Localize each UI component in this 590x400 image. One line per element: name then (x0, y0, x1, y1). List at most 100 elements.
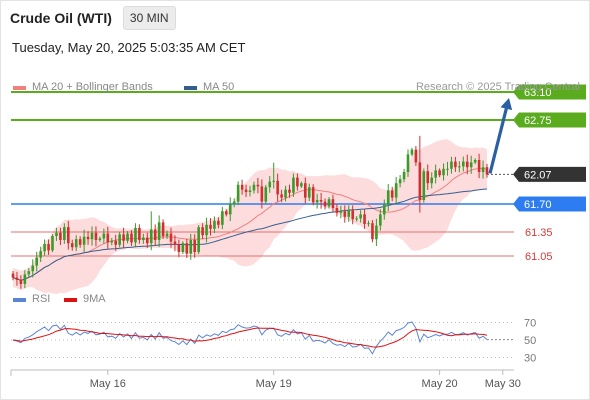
candle-107 (434, 164, 437, 184)
ma20-line (12, 167, 488, 282)
candle-21 (94, 226, 98, 247)
candle-body (264, 187, 268, 202)
candle-40 (169, 227, 173, 248)
candle-72 (296, 173, 299, 191)
candle-95 (386, 184, 390, 212)
candle-93 (379, 209, 382, 231)
candle-64 (264, 184, 268, 204)
candle-body (252, 184, 256, 191)
candle-body (248, 190, 252, 192)
candle-body (138, 228, 141, 240)
candle-65 (268, 176, 272, 193)
candle-body (232, 201, 236, 204)
candle-88 (359, 210, 362, 223)
candle-body (169, 233, 173, 242)
level-tag-62.07 (513, 166, 586, 182)
candle-body (23, 274, 27, 284)
candle-body (153, 229, 157, 240)
level-tag-61.70 (513, 196, 586, 212)
candle-body (142, 237, 145, 240)
candle-112 (454, 156, 457, 172)
x-tick-label-may-19: May 19 (256, 378, 292, 390)
candle-body (236, 184, 240, 202)
candle-12 (59, 227, 62, 246)
candle-body (418, 162, 422, 200)
candle-60 (248, 185, 252, 197)
candle-body (363, 214, 366, 224)
timestamp: Tuesday, May 20, 2025 5:03:35 AM CET (12, 40, 246, 55)
candle-5 (31, 259, 35, 278)
candle-109 (442, 163, 445, 181)
candle-body (323, 201, 327, 207)
candle-66 (272, 162, 275, 189)
candle-body (256, 184, 260, 187)
candle-104 (422, 168, 426, 203)
candle-body (244, 189, 248, 192)
candle-24 (106, 226, 110, 250)
candle-body (134, 228, 137, 243)
candle-6 (35, 251, 38, 272)
candle-body (126, 233, 129, 241)
candle-36 (153, 224, 157, 246)
x-tick-label-may-16: May 16 (90, 378, 126, 390)
candle-body (157, 222, 161, 240)
candle-body (343, 211, 347, 217)
candle-61 (252, 181, 256, 194)
candle-body (319, 200, 323, 202)
candle-53 (221, 206, 224, 230)
candle-55 (228, 197, 232, 222)
moving-averages (12, 167, 488, 282)
candle-body (284, 189, 287, 198)
candle-41 (173, 235, 177, 252)
candle-79 (323, 198, 327, 210)
candle-85 (347, 205, 351, 222)
candle-body (102, 233, 106, 239)
candle-body (63, 227, 66, 240)
candle-body (390, 190, 394, 198)
rsi-tick-70: 70 (524, 318, 536, 330)
candle-body (272, 180, 275, 182)
forecast-arrow-head (500, 98, 513, 111)
candle-46 (193, 234, 196, 258)
interval-badge[interactable]: 30 MIN (122, 6, 176, 30)
candle-89 (363, 209, 366, 229)
candle-20 (90, 226, 94, 246)
copyright-text: Research © 2025 Trading Central (416, 81, 580, 93)
candle-73 (300, 181, 303, 189)
candle-body (193, 240, 196, 252)
candle-body (367, 223, 370, 225)
candle-body (94, 232, 98, 240)
legend: MA 20 + Bollinger Bands MA 50 Research © 2… (13, 81, 580, 305)
level-tag-63.10 (513, 84, 586, 100)
candle-57 (236, 181, 240, 206)
candle-body (74, 239, 78, 248)
candle-68 (280, 189, 283, 203)
candle-body (67, 227, 70, 244)
price-legend-swatch-ma-20-bollinger-bands (13, 86, 26, 90)
candle-body (15, 277, 19, 280)
candle-body (469, 162, 473, 168)
candle-75 (307, 183, 311, 202)
x-axis: May 16 May 19 May 20 May 30 (10, 369, 521, 390)
candle-0 (11, 270, 15, 281)
candle-108 (438, 168, 441, 178)
candle-body (70, 243, 74, 248)
candle-81 (331, 194, 335, 213)
candle-71 (292, 173, 295, 197)
candle-body (406, 154, 410, 172)
price-legend-swatch-ma-50 (184, 86, 197, 90)
candle-19 (86, 231, 90, 245)
candle-84 (343, 205, 347, 223)
candle-31 (134, 223, 137, 248)
candle-117 (473, 158, 477, 165)
level-tag-label-62.75: 62.75 (524, 115, 552, 127)
candle-102 (414, 146, 418, 166)
candle-body (339, 211, 343, 213)
rsi-ma-line (12, 327, 488, 348)
candle-78 (319, 192, 323, 209)
candle-body (31, 265, 35, 272)
candle-body (225, 211, 228, 215)
candle-body (315, 200, 319, 203)
candle-body (268, 181, 272, 188)
